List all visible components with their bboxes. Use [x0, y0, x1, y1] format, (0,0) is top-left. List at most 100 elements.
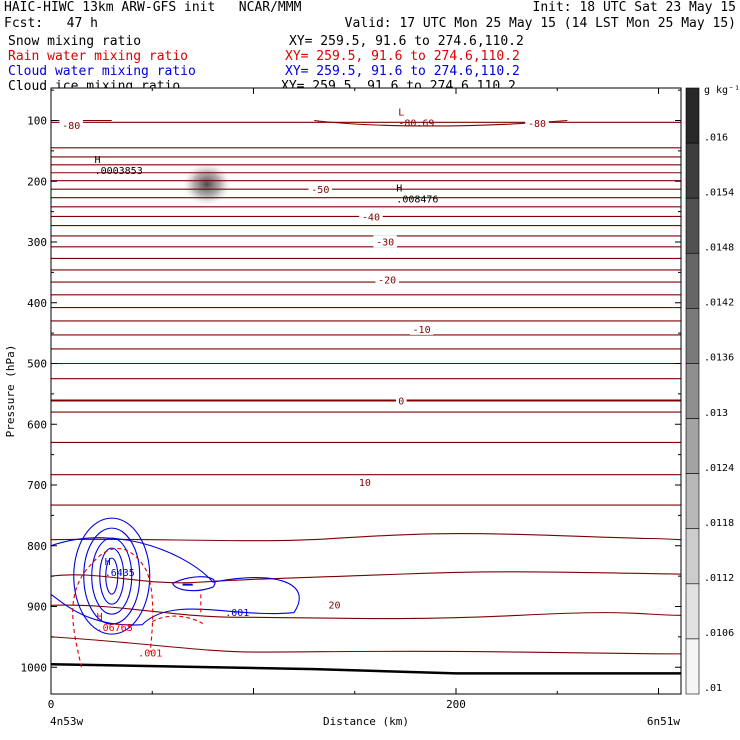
colorbar-label: .016 — [704, 132, 728, 143]
colorbar-swatch — [685, 528, 700, 585]
extremum-value: .008476 — [396, 195, 438, 206]
cloud-water-contour — [105, 557, 119, 595]
cloud-water-contour — [172, 576, 216, 592]
y-tick-label: 900 — [27, 601, 47, 614]
extremum-value: -80.69 — [398, 119, 434, 130]
cloud-ice-shading — [182, 163, 231, 206]
field-name-snow: Snow mixing ratio — [8, 34, 142, 49]
temperature-label-bg — [375, 273, 399, 286]
y-tick-label: 300 — [27, 236, 47, 249]
colorbar-swatch — [685, 638, 700, 695]
contour-labels: -80 -80 -50 -40 -30 -20 -10 0 10 20 .001 .001 L-80.6… — [59, 108, 549, 659]
colorbar-label: .0148 — [704, 243, 734, 254]
field-xy-cloud-water: XY= 259.5, 91.6 to 274.6,110.2 — [285, 64, 520, 79]
cloud-water-contour — [99, 547, 125, 605]
extremum-marker: H — [97, 612, 103, 623]
y-tick-label: 400 — [27, 297, 47, 310]
extremum-marker: H — [95, 155, 101, 166]
colorbar-swatch — [685, 418, 700, 474]
header-valid: Valid: 17 UTC Mon 25 May 15 (14 LST Mon … — [344, 16, 736, 31]
temperature-label: -80 — [62, 121, 80, 132]
colorbar-label: .0118 — [704, 518, 734, 529]
temperature-label-bg — [59, 118, 83, 131]
temperature-label-bg — [373, 235, 397, 248]
extremum-value: .06765 — [97, 623, 133, 634]
y-tick-label: 700 — [27, 479, 47, 492]
temperature-label-bg — [356, 475, 374, 488]
x-tick-label: 0 — [48, 698, 55, 711]
y-tick-label: 500 — [27, 358, 47, 371]
temperature-label-bg — [308, 183, 333, 196]
colorbar-label: .0154 — [704, 187, 734, 198]
y-tick-label: 200 — [27, 175, 47, 188]
temperature-label-bg — [525, 116, 549, 129]
x-tick-label: 200 — [446, 698, 466, 711]
colorbar-label: .01 — [704, 683, 722, 694]
field-name-rain: Rain water mixing ratio — [8, 49, 189, 64]
colorbar-unit: g kg⁻¹ — [704, 85, 740, 96]
field-xy-rain: XY= 259.5, 91.6 to 274.6,110.2 — [285, 49, 520, 64]
temperature-label-bg — [396, 394, 407, 407]
cloud-water-contour-label: .001 — [225, 608, 249, 619]
temperature-label: 10 — [359, 478, 371, 489]
extremum-marker: H — [396, 184, 402, 195]
colorbar-swatch — [685, 363, 700, 419]
temperature-isotherm — [50, 636, 682, 655]
temperature-label-bg — [359, 210, 383, 223]
y-tick-label: 100 — [27, 115, 47, 128]
plot-frame — [50, 87, 682, 695]
header-fcst: Fcst: 47 h — [4, 16, 98, 31]
cloud-water-contour — [50, 537, 300, 626]
colorbar-swatch — [685, 583, 700, 640]
y-tick-label: 600 — [27, 418, 47, 431]
rain-contours — [72, 547, 204, 668]
cloud-water-contour — [73, 517, 151, 635]
x-axis-title: Distance (km) — [323, 715, 409, 728]
extremum-marker: H — [105, 557, 111, 568]
temperature-label: -20 — [378, 276, 396, 287]
temperature-label: 0 — [398, 397, 404, 408]
colorbar-swatch — [685, 308, 700, 364]
temperature-isotherm — [50, 532, 682, 542]
colorbar-label: .0112 — [704, 573, 734, 584]
y-tick-label: 1000 — [21, 661, 48, 674]
temperature-label-bg — [326, 598, 343, 611]
colorbar-label: .0124 — [704, 463, 734, 474]
temperature-isotherm — [50, 571, 682, 584]
header-title-right: Init: 18 UTC Sat 23 May 15 — [532, 0, 737, 15]
right-endpoint-label: 6n51w — [647, 715, 680, 728]
cloud-water-contour — [83, 527, 141, 625]
colorbar-swatch — [685, 473, 700, 530]
extremum-value: .0003853 — [95, 166, 143, 177]
temperature-isotherm — [50, 604, 682, 620]
colorbar-swatch — [685, 252, 700, 309]
temperature-label: -80 — [528, 119, 546, 130]
terrain-line — [50, 662, 681, 675]
colorbar: .016 .0154 .0148 .0142 .0136 .013 .0124 .0118 .0… — [685, 85, 740, 695]
colorbar-label: .013 — [704, 408, 728, 419]
temperature-label: -10 — [413, 325, 431, 336]
header-title-left: HAIC-HIWC 13km ARW-GFS init NCAR/MMM — [4, 0, 302, 15]
extremum-value: .6435 — [105, 568, 135, 579]
field-xy-snow: XY= 259.5, 91.6 to 274.6,110.2 — [289, 34, 524, 49]
temperature-label: -50 — [311, 185, 329, 196]
temperature-label: 20 — [328, 601, 340, 612]
colorbar-swatch — [685, 87, 700, 144]
rain-contour — [72, 547, 154, 668]
left-endpoint-label: 4n53w — [50, 715, 83, 728]
field-name-cloud-water: Cloud water mixing ratio — [8, 64, 196, 79]
temperature-contours — [50, 119, 682, 655]
extremum-marker: L — [398, 108, 404, 119]
temperature-label: -40 — [362, 212, 380, 223]
colorbar-label: .0136 — [704, 353, 734, 364]
temperature-label: -30 — [376, 237, 394, 248]
y-tick-label: 800 — [27, 540, 47, 553]
y-axis-title: Pressure (hPa) — [4, 345, 17, 438]
colorbar-swatch — [685, 142, 700, 199]
colorbar-label: .0106 — [704, 628, 734, 639]
temperature-label-bg — [409, 322, 434, 335]
rain-contour-label: .001 — [138, 648, 162, 659]
cloud-water-contours — [50, 517, 300, 635]
